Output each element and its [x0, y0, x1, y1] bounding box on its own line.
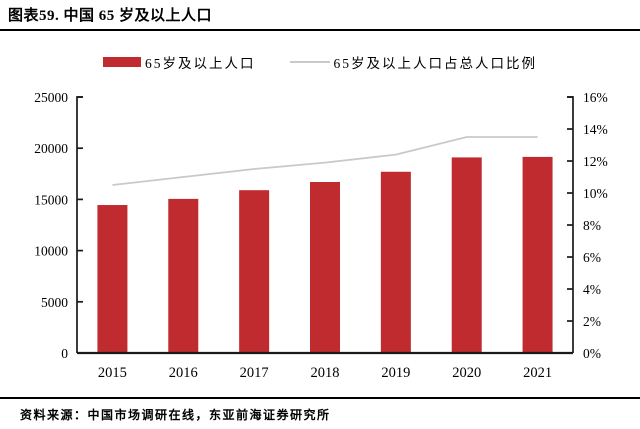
right-axis-tick-label: 12%	[583, 154, 608, 169]
left-axis-tick-label: 5000	[41, 295, 68, 310]
right-axis-tick-label: 0%	[583, 346, 601, 361]
bar-2017	[239, 190, 270, 353]
bar-2020	[451, 157, 482, 353]
figure-title: 图表59. 中国 65 岁及以上人口	[8, 8, 213, 24]
left-axis-tick-label: 20000	[34, 141, 68, 156]
bar-2019	[380, 171, 411, 353]
right-axis-tick-label: 16%	[583, 90, 608, 105]
right-axis-tick-label: 2%	[583, 314, 601, 329]
bar-2021	[522, 156, 553, 353]
right-axis: 0% 2% 4% 6% 8% 10% 12% 14% 16%	[567, 90, 608, 361]
legend-label-ratio: 65岁及以上人口占总人口比例	[333, 56, 537, 71]
right-axis-tick-label: 4%	[583, 282, 601, 297]
left-axis-tick-label: 15000	[34, 192, 68, 207]
right-axis-tick-label: 14%	[583, 122, 608, 137]
footer-rule	[0, 397, 640, 400]
bar-2018	[310, 181, 340, 353]
x-axis-label-2020: 2020	[452, 365, 481, 381]
legend-label-population: 65岁及以上人口	[145, 56, 256, 71]
x-axis-labels: 2015 2016 2017 2018 2019 2020 2021	[98, 365, 552, 381]
x-axis-label-2018: 2018	[311, 365, 340, 381]
right-axis-tick-label: 10%	[583, 186, 608, 201]
chart-legend: 65岁及以上人口 65岁及以上人口占总人口比例	[0, 52, 640, 72]
right-axis-tick-label: 8%	[583, 218, 601, 233]
legend-item-ratio: 65岁及以上人口占总人口比例	[289, 52, 538, 72]
chart-canvas: 0 5000 10000 15000 20000 25000 0% 2% 4% 6% 8% 10% 12…	[34, 90, 608, 381]
left-axis: 0 5000 10000 15000 20000 25000	[34, 90, 83, 361]
left-axis-tick-label: 10000	[34, 244, 68, 259]
source-note: 资料来源：中国市场调研在线，东亚前海证券研究所	[20, 408, 331, 422]
title-rule	[0, 29, 640, 32]
bar-2016	[168, 198, 199, 353]
x-axis-label-2015: 2015	[98, 365, 127, 381]
x-axis-label-2021: 2021	[523, 365, 552, 381]
x-axis-label-2019: 2019	[381, 365, 410, 381]
ratio-line	[112, 136, 538, 186]
bar-2015	[97, 205, 128, 353]
chart-area: 0 5000 10000 15000 20000 25000 0% 2% 4% 6% 8% 10% 12…	[0, 85, 640, 385]
bar-series-swatch-icon	[103, 57, 141, 67]
left-axis-tick-label: 25000	[34, 90, 68, 105]
x-axis-label-2017: 2017	[240, 365, 269, 381]
legend-item-population: 65岁及以上人口	[103, 52, 256, 72]
x-axis-label-2016: 2016	[169, 365, 198, 381]
right-axis-tick-label: 6%	[583, 250, 601, 265]
line-series-swatch-icon	[289, 61, 330, 63]
left-axis-tick-label: 0	[61, 346, 68, 361]
bar-series	[97, 156, 553, 353]
